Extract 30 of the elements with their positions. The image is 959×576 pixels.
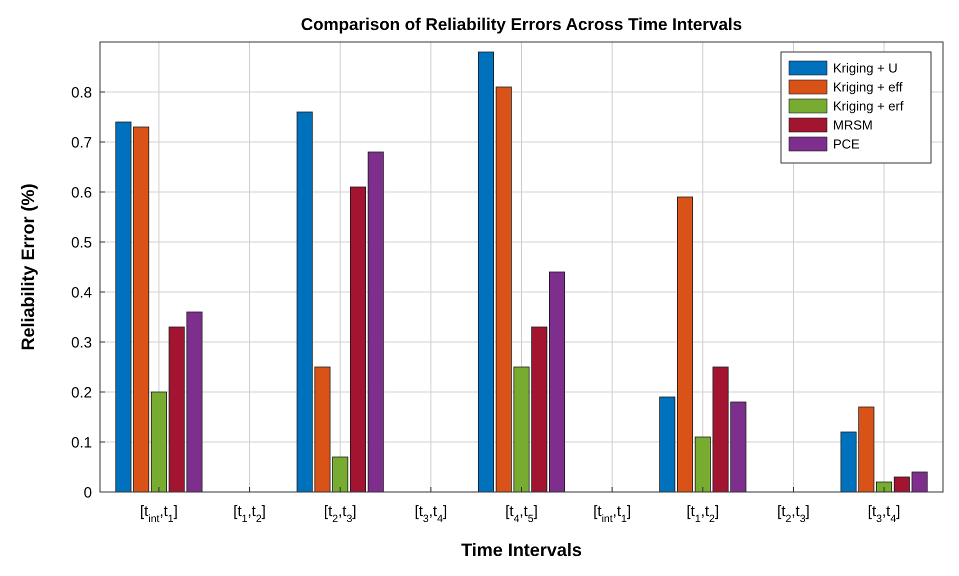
y-tick-label: 0.7 — [71, 134, 92, 152]
x-tick-label: [t$_{2}$,t$_{3}$] — [777, 503, 810, 525]
y-tick-label: 0.5 — [71, 234, 92, 252]
bar — [840, 432, 857, 492]
legend-label: Kriging + erf — [833, 98, 904, 114]
y-tick-label: 0.6 — [71, 184, 92, 202]
x-tick-label: [t$_{3}$,t$_{4}$] — [414, 503, 448, 525]
y-tick-label: 0.1 — [71, 434, 92, 452]
y-tick-label: 0.8 — [71, 84, 92, 102]
x-tick-label: [t$_{2}$,t$_{3}$] — [324, 503, 356, 525]
x-tick-label: [t$_{1}$,t$_{2}$] — [686, 503, 720, 525]
x-tick-label: [t$_{int}$,t$_{1}$] — [140, 503, 178, 525]
bar — [186, 312, 202, 492]
x-tick-label: [t$_{4}$,t$_{5}$] — [505, 503, 538, 525]
bar — [730, 402, 746, 492]
y-axis-title: Reliability Error (%) — [18, 183, 38, 351]
y-tick-label: 0.3 — [71, 334, 92, 352]
x-tick-label: [t$_{1}$,t$_{2}$] — [233, 503, 266, 525]
legend-label: Kriging + eff — [833, 80, 903, 95]
legend-label: Kriging + U — [833, 60, 898, 76]
x-axis-title: Time Intervals — [461, 540, 582, 560]
x-tick-label: [t$_{int}$,t$_{1}$] — [593, 503, 632, 525]
x-tick-label: [t$_{3}$,t$_{4}$] — [868, 503, 900, 525]
legend-label: MRSM — [833, 118, 873, 133]
y-tick-label: 0.4 — [71, 284, 92, 302]
y-tick-label: 0 — [84, 484, 92, 502]
bar — [296, 112, 313, 492]
legend-label: PCE — [833, 136, 860, 152]
chart-title: Comparison of Reliability Errors Across Time Intervals — [300, 15, 742, 34]
y-tick-label: 0.2 — [71, 384, 92, 402]
